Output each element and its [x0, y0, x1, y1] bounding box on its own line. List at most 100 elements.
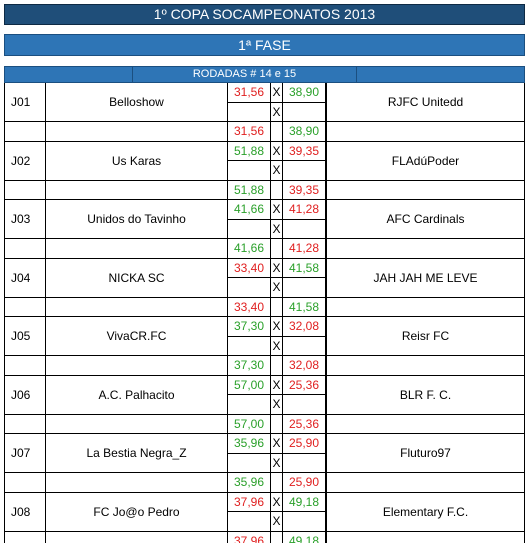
versus-mark: X [271, 395, 283, 415]
home-team-spacer [46, 414, 228, 434]
game-id: J05 [4, 317, 46, 356]
home-team: Us Karas [46, 141, 228, 181]
game-id-spacer [4, 473, 46, 493]
rodadas-left-cell [5, 67, 133, 82]
home-score-blank [228, 219, 271, 239]
games-table: J01 Belloshow 31,56 X 38,90 X 31,56 38,90 RJFC U… [4, 83, 525, 543]
game-id: J04 [4, 258, 46, 298]
game-row: J01 Belloshow 31,56 X 38,90 X 31,56 38,90 RJFC U… [4, 83, 525, 142]
away-score-blank [283, 161, 326, 181]
game-row: J04 NICKA SC 33,40 X 41,58 X 33,40 41,58 JAH JAH… [4, 258, 525, 317]
home-score: 51,88 [228, 141, 271, 161]
versus-mark: X [271, 434, 283, 454]
home-total: 31,56 [228, 122, 271, 142]
home-score: 41,66 [228, 200, 271, 220]
away-score: 41,58 [283, 258, 326, 278]
versus-mark-blank [271, 473, 283, 493]
away-team: Reisr FC [326, 317, 525, 356]
away-team: FLAdúPoder [326, 141, 525, 181]
home-score-blank [228, 512, 271, 532]
away-total: 25,90 [283, 473, 326, 493]
home-score-blank [228, 453, 271, 473]
away-team: JAH JAH ME LEVE [326, 258, 525, 298]
versus-mark: X [271, 258, 283, 278]
home-score-blank [228, 336, 271, 356]
game-row: J03 Unidos do Tavinho 41,66 X 41,28 X 41,66 41,… [4, 200, 525, 259]
away-score-blank [283, 219, 326, 239]
home-team: NICKA SC [46, 258, 228, 298]
home-total: 37,30 [228, 356, 271, 376]
away-score: 25,90 [283, 434, 326, 454]
page-title: 1º COPA SOCAMPEONATOS 2013 [4, 4, 525, 25]
home-score: 57,00 [228, 375, 271, 395]
away-total: 41,28 [283, 239, 326, 259]
away-team: Fluturo97 [326, 434, 525, 473]
game-row: J08 FC Jo@o Pedro 37,96 X 49,18 X 37,96 49,18 El… [4, 492, 525, 543]
home-total: 51,88 [228, 180, 271, 200]
home-team: Unidos do Tavinho [46, 200, 228, 239]
away-score: 49,18 [283, 492, 326, 512]
game-id-spacer [4, 122, 46, 142]
home-score-blank [228, 161, 271, 181]
home-total: 57,00 [228, 414, 271, 434]
versus-mark-blank [271, 414, 283, 434]
away-score-blank [283, 102, 326, 122]
away-total: 32,08 [283, 356, 326, 376]
away-total: 41,58 [283, 297, 326, 317]
game-id: J03 [4, 200, 46, 239]
home-team-spacer [46, 297, 228, 317]
home-team-spacer [46, 122, 228, 142]
home-score-blank [228, 102, 271, 122]
away-team: Elementary F.C. [326, 492, 525, 532]
home-score-blank [228, 395, 271, 415]
home-total: 37,96 [228, 531, 271, 543]
away-team: BLR F. C. [326, 375, 525, 415]
game-id-spacer [4, 356, 46, 376]
game-id: J02 [4, 141, 46, 181]
away-team-spacer [326, 473, 525, 493]
away-score-blank [283, 453, 326, 473]
game-id-spacer [4, 297, 46, 317]
game-row: J05 VivaCR.FC 37,30 X 32,08 X 37,30 32,08 Reisr … [4, 317, 525, 376]
home-score: 37,30 [228, 317, 271, 337]
away-total: 39,35 [283, 180, 326, 200]
game-id: J07 [4, 434, 46, 473]
game-id-spacer [4, 414, 46, 434]
game-id-spacer [4, 180, 46, 200]
away-total: 49,18 [283, 531, 326, 543]
versus-mark: X [271, 102, 283, 122]
away-team: AFC Cardinals [326, 200, 525, 239]
home-team-spacer [46, 473, 228, 493]
versus-mark: X [271, 161, 283, 181]
versus-mark: X [271, 375, 283, 395]
away-score-blank [283, 336, 326, 356]
home-team-spacer [46, 180, 228, 200]
home-score: 33,40 [228, 258, 271, 278]
home-total: 35,96 [228, 473, 271, 493]
away-score: 38,90 [283, 83, 326, 103]
game-row: J06 A.C. Palhacito 57,00 X 25,36 X 57,00 25,36 B… [4, 375, 525, 434]
game-id: J08 [4, 492, 46, 532]
game-id: J01 [4, 83, 46, 122]
away-team-spacer [326, 239, 525, 259]
home-score: 37,96 [228, 492, 271, 512]
away-total: 25,36 [283, 414, 326, 434]
home-team-spacer [46, 239, 228, 259]
rodadas-label: RODADAS # 14 e 15 [133, 67, 357, 82]
home-team: A.C. Palhacito [46, 375, 228, 415]
game-id-spacer [4, 531, 46, 543]
game-row: J02 Us Karas 51,88 X 39,35 X 51,88 39,35 FLAdúPo… [4, 141, 525, 200]
away-score: 32,08 [283, 317, 326, 337]
versus-mark: X [271, 317, 283, 337]
away-team-spacer [326, 122, 525, 142]
versus-mark: X [271, 453, 283, 473]
rodadas-header: RODADAS # 14 e 15 [4, 66, 525, 83]
game-row: J07 La Bestia Negra_Z 35,96 X 25,90 X 35,96 25,… [4, 434, 525, 493]
home-team: VivaCR.FC [46, 317, 228, 356]
versus-mark: X [271, 492, 283, 512]
versus-mark: X [271, 512, 283, 532]
versus-mark-blank [271, 180, 283, 200]
away-team-spacer [326, 356, 525, 376]
versus-mark: X [271, 200, 283, 220]
home-team-spacer [46, 356, 228, 376]
